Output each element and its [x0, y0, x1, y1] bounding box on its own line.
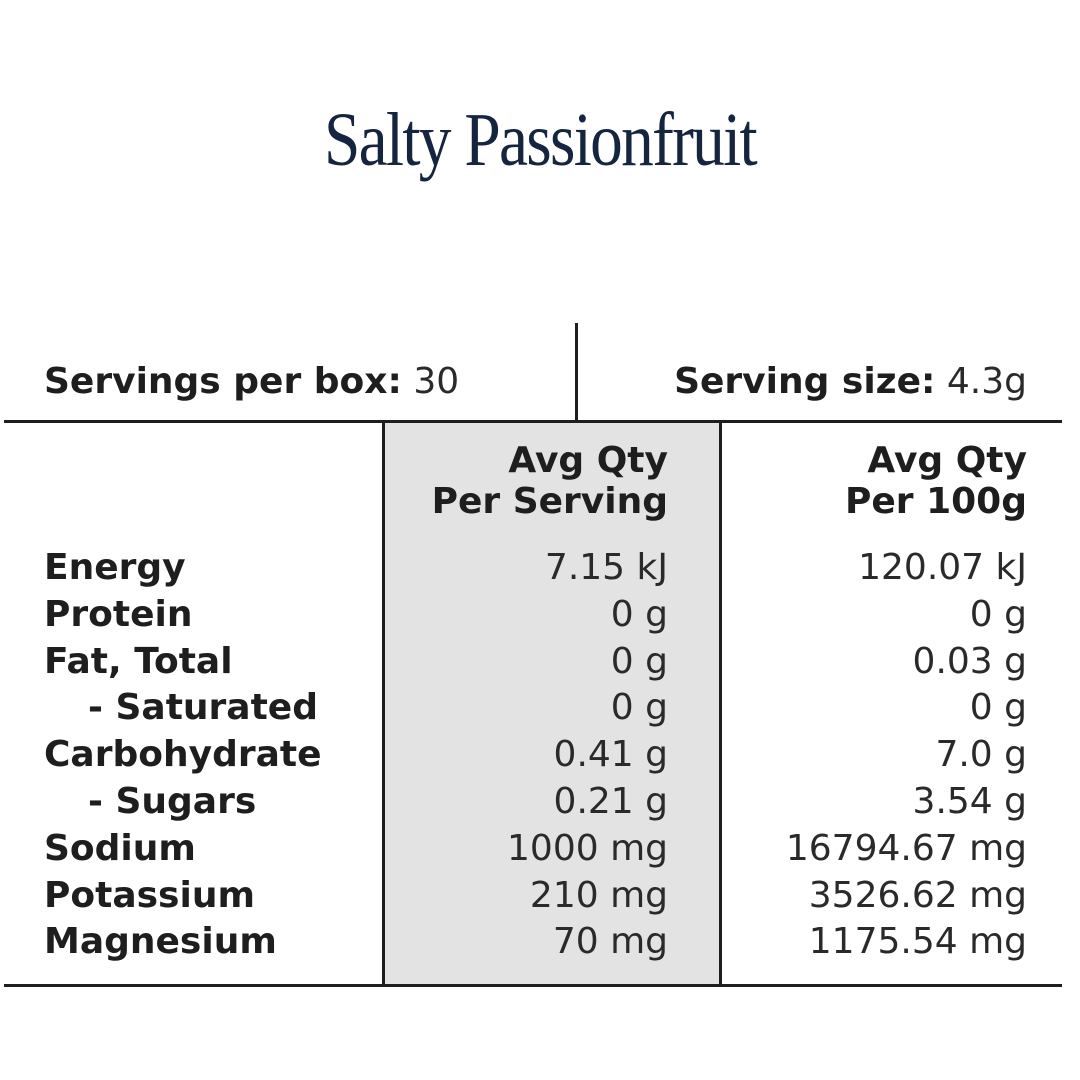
table-row: Energy 7.15 kJ 120.07 kJ — [0, 545, 1080, 592]
column-header-line: Avg Qty — [508, 440, 668, 481]
table-bottom-rule — [4, 984, 1062, 987]
nutrient-name: Magnesium — [44, 921, 277, 963]
column-header-per-serving: Avg Qty Per Serving — [432, 440, 668, 522]
header-divider-vertical — [575, 323, 578, 421]
column-divider-right — [719, 423, 722, 985]
table-top-rule — [4, 420, 1062, 423]
per-100g-value: 7.0 g — [935, 734, 1027, 776]
per-100g-value: 120.07 kJ — [858, 547, 1027, 588]
nutrient-table-body: Energy 7.15 kJ 120.07 kJ Protein 0 g 0 g… — [0, 545, 1080, 966]
per-serving-value: 0 g — [610, 687, 668, 729]
table-row: Protein 0 g 0 g — [0, 592, 1080, 639]
nutrient-name: - Sugars — [88, 780, 257, 822]
column-header-line: Per 100g — [844, 481, 1027, 522]
table-row: Magnesium 70 mg 1175.54 mg — [0, 919, 1080, 966]
table-row: Fat, Total 0 g 0.03 g — [0, 639, 1080, 686]
per-100g-value: 0.03 g — [912, 640, 1027, 682]
table-row: - Sugars 0.21 g 3.54 g — [0, 779, 1080, 826]
servings-value: 30 — [413, 361, 460, 402]
serving-size: Serving size: 4.3g — [674, 356, 1027, 408]
column-header-per-100g: Avg Qty Per 100g — [845, 440, 1027, 522]
page-title: Salty Passionfruit — [323, 98, 758, 182]
nutrient-name: Carbohydrate — [44, 734, 322, 776]
table-row: Potassium 210 mg 3526.62 mg — [0, 873, 1080, 920]
per-serving-value: 7.15 kJ — [544, 547, 668, 588]
per-100g-value: 0 g — [969, 593, 1027, 635]
nutrient-name: Protein — [44, 593, 193, 635]
nutrient-name: - Saturated — [88, 687, 318, 729]
per-100g-value: 16794.67 mg — [785, 827, 1027, 869]
servings-label: Servings per box: — [44, 361, 402, 402]
per-serving-value: 0 g — [610, 593, 668, 635]
per-serving-value: 210 mg — [529, 874, 668, 916]
per-serving-value: 70 mg — [552, 921, 668, 963]
nutrient-name: Fat, Total — [44, 640, 233, 682]
column-divider-left — [382, 423, 385, 985]
table-row: Carbohydrate 0.41 g 7.0 g — [0, 732, 1080, 779]
per-serving-column-shade — [384, 423, 720, 984]
column-header-line: Avg Qty — [867, 440, 1027, 481]
nutrient-name: Sodium — [44, 827, 196, 869]
per-serving-value: 0.41 g — [553, 734, 668, 776]
per-serving-value: 1000 mg — [507, 827, 668, 869]
serving-size-label: Serving size: — [674, 361, 936, 402]
column-header-line: Per Serving — [431, 481, 668, 522]
per-serving-value: 0 g — [610, 640, 668, 682]
serving-size-value: 4.3g — [946, 361, 1027, 402]
per-100g-value: 0 g — [969, 687, 1027, 729]
per-serving-value: 0.21 g — [553, 780, 668, 822]
table-row: Sodium 1000 mg 16794.67 mg — [0, 826, 1080, 873]
nutrient-name: Potassium — [44, 874, 255, 916]
per-100g-value: 3526.62 mg — [808, 874, 1027, 916]
servings-per-box: Servings per box: 30 — [44, 356, 459, 408]
nutrient-name: Energy — [44, 547, 186, 588]
table-row: - Saturated 0 g 0 g — [0, 685, 1080, 732]
per-100g-value: 1175.54 mg — [808, 921, 1027, 963]
per-100g-value: 3.54 g — [912, 780, 1027, 822]
